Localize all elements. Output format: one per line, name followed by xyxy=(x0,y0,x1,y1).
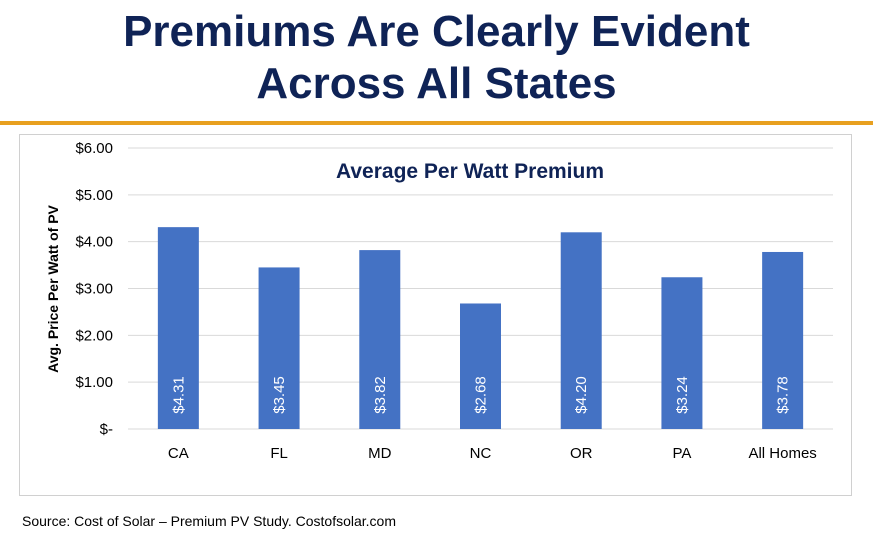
x-tick-label: All Homes xyxy=(748,445,816,462)
bar xyxy=(762,251,804,429)
y-tick-label: $1.00 xyxy=(75,374,113,391)
y-axis-label: Avg. Price Per Watt of PV xyxy=(45,204,61,372)
bar-data-label: $3.78 xyxy=(775,376,792,414)
y-tick-label: $5.00 xyxy=(75,187,113,204)
y-tick-label: $3.00 xyxy=(75,281,113,298)
x-tick-label: FL xyxy=(270,445,288,462)
x-tick-label: OR xyxy=(570,445,593,462)
bar-layer xyxy=(157,227,804,429)
bar xyxy=(359,250,401,429)
bar-data-label: $4.31 xyxy=(170,376,187,414)
bar-data-label: $3.24 xyxy=(674,376,691,414)
x-tick-label: MD xyxy=(368,445,391,462)
bar xyxy=(157,227,199,429)
bar-data-label: $2.68 xyxy=(473,376,490,414)
page-title-line-1: Premiums Are Clearly Evident xyxy=(123,7,750,56)
x-tick-label: CA xyxy=(168,445,189,462)
title-divider xyxy=(0,121,873,125)
page-title-line-2: Across All States xyxy=(256,59,617,108)
y-tick-label: $- xyxy=(100,421,113,438)
x-tick-label: PA xyxy=(672,445,691,462)
chart-title: Average Per Watt Premium xyxy=(336,160,604,183)
y-tick-label: $6.00 xyxy=(75,140,113,157)
source-note: Source: Cost of Solar – Premium PV Study… xyxy=(22,513,397,529)
y-tick-label: $4.00 xyxy=(75,234,113,251)
bar xyxy=(560,232,602,429)
page-title: Premiums Are Clearly Evident Across All … xyxy=(0,6,873,110)
label-layer: $- $1.00 $2.00 $3.00 $4.00 $5.00 $6.00 $4.31 CA $… xyxy=(75,140,816,462)
bar-data-label: $4.20 xyxy=(573,376,590,414)
bar xyxy=(661,277,703,429)
y-tick-label: $2.00 xyxy=(75,327,113,344)
x-tick-label: NC xyxy=(470,445,492,462)
bar-data-label: $3.82 xyxy=(372,376,389,414)
bar xyxy=(258,267,300,429)
bar xyxy=(460,303,501,429)
bar-data-label: $3.45 xyxy=(271,376,288,414)
